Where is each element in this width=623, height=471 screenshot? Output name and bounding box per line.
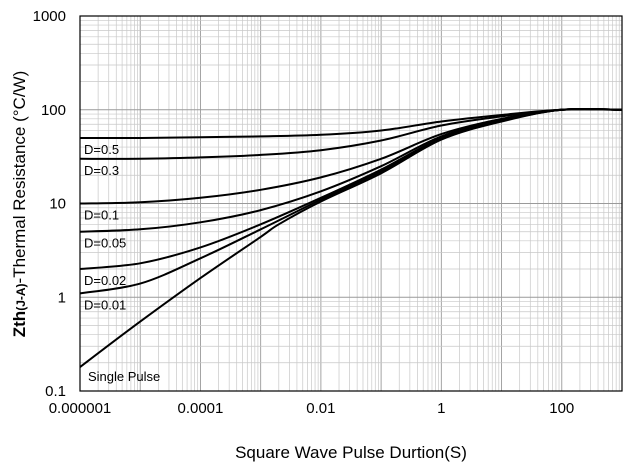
y-tick-label: 1 bbox=[58, 289, 66, 306]
y-tick-label: 0.1 bbox=[45, 383, 66, 400]
label-d-0-02: D=0.02 bbox=[84, 273, 126, 288]
x-tick-label: 0.000001 bbox=[49, 400, 112, 417]
y-tick-label: 100 bbox=[41, 102, 66, 119]
series-labels: D=0.5 D=0.3 D=0.1 D=0.05 D=0.02 D=0.01 Single … bbox=[84, 142, 160, 384]
y-tick-label: 1000 bbox=[33, 8, 66, 25]
grid bbox=[79, 16, 622, 392]
label-d-0-3: D=0.3 bbox=[84, 163, 119, 178]
label-d-0-05: D=0.05 bbox=[84, 236, 126, 251]
x-tick-labels: 0.000001 0.0001 0.01 1 100 bbox=[49, 400, 575, 417]
curve-single-pulse bbox=[79, 107, 623, 368]
plot-frame bbox=[79, 15, 623, 392]
x-tick-label: 0.01 bbox=[306, 400, 335, 417]
y-axis-label-sub: (J-A) bbox=[14, 283, 28, 310]
label-d-0-01: D=0.01 bbox=[84, 297, 126, 312]
y-axis-label-suffix: -Thermal Resistance (°C/W) bbox=[10, 71, 29, 284]
x-tick-label: 1 bbox=[437, 400, 445, 417]
label-d-0-5: D=0.5 bbox=[84, 142, 119, 157]
y-axis-label-prefix: Zth bbox=[10, 311, 29, 337]
y-axis-label: Zth(J-A)-Thermal Resistance (°C/W) bbox=[10, 71, 29, 337]
label-single-pulse: Single Pulse bbox=[88, 369, 160, 384]
curve-d-0-1 bbox=[79, 108, 623, 205]
y-tick-label: 10 bbox=[49, 196, 66, 213]
label-d-0-1: D=0.1 bbox=[84, 208, 119, 223]
curve-d-0-05 bbox=[79, 108, 623, 233]
y-tick-labels: 0.1 1 10 100 1000 bbox=[33, 8, 66, 400]
x-tick-label: 0.0001 bbox=[177, 400, 223, 417]
x-tick-label: 100 bbox=[549, 400, 574, 417]
x-axis-label: Square Wave Pulse Durtion(S) bbox=[235, 443, 467, 462]
series-curves bbox=[79, 107, 623, 368]
